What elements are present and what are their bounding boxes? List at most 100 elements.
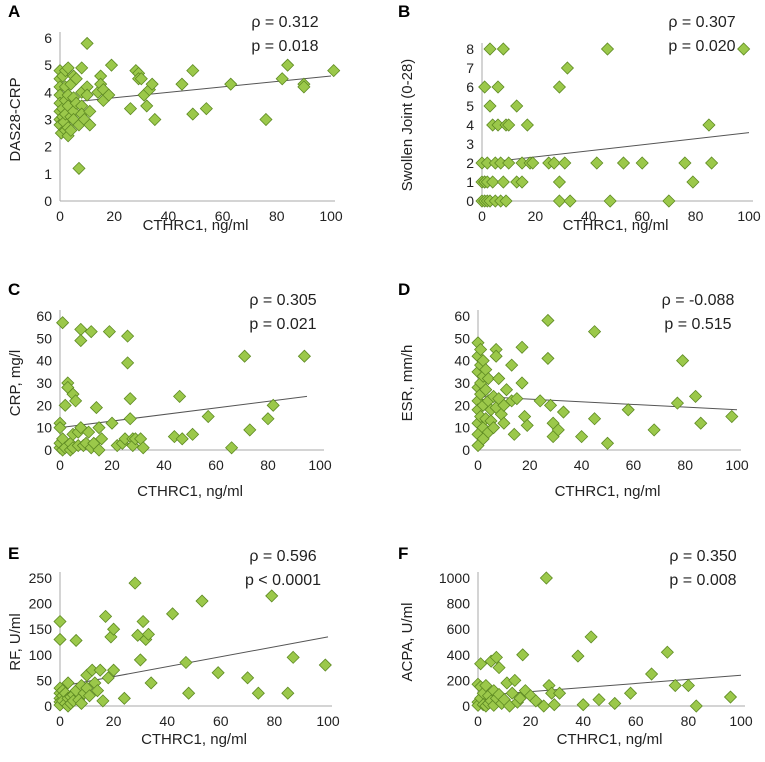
y-tick-label: 6 bbox=[44, 30, 52, 46]
data-point bbox=[526, 156, 540, 170]
data-point bbox=[478, 80, 492, 94]
y-tick-label: 200 bbox=[447, 672, 471, 688]
data-point bbox=[541, 313, 555, 328]
data-point bbox=[104, 58, 119, 72]
data-point bbox=[600, 42, 615, 56]
x-tick-label: 40 bbox=[156, 457, 172, 473]
y-tick-label: 40 bbox=[454, 353, 470, 369]
data-point bbox=[80, 36, 94, 50]
y-tick-label: 0 bbox=[462, 698, 470, 714]
data-point bbox=[238, 349, 252, 363]
panel-e: E 0 50 100 150 200 250 0 20 40 60 80 100 CTHRC1, ng/m… bbox=[7, 544, 340, 748]
data-point bbox=[479, 383, 493, 397]
x-tick-label: 0 bbox=[474, 713, 482, 729]
x-tick-label: 100 bbox=[308, 457, 332, 473]
data-point bbox=[543, 398, 558, 412]
x-axis-label: CTHRC1, ng/ml bbox=[563, 217, 669, 234]
data-point bbox=[492, 661, 506, 675]
data-point bbox=[140, 99, 154, 113]
data-point bbox=[483, 99, 497, 113]
data-point bbox=[186, 107, 200, 121]
data-point bbox=[520, 118, 534, 132]
data-point bbox=[195, 594, 209, 608]
data-point bbox=[61, 676, 75, 690]
x-tick-label: 100 bbox=[729, 713, 753, 729]
data-point bbox=[702, 118, 716, 132]
data-point bbox=[275, 72, 289, 86]
y-axis-label: RF, U/ml bbox=[7, 613, 24, 671]
data-point bbox=[101, 671, 115, 685]
data-point bbox=[676, 354, 690, 368]
data-point bbox=[551, 423, 565, 437]
data-point bbox=[623, 686, 638, 700]
y-tick-label: 60 bbox=[454, 308, 470, 324]
data-point bbox=[510, 392, 524, 406]
p-value-label: p = 0.008 bbox=[669, 572, 736, 589]
x-tick-label: 60 bbox=[208, 457, 224, 473]
data-point bbox=[95, 432, 109, 446]
panel-letter-d: D bbox=[398, 280, 410, 299]
y-tick-label: 50 bbox=[36, 672, 52, 688]
data-point bbox=[592, 693, 606, 707]
y-tick-label: 20 bbox=[36, 397, 52, 413]
data-point bbox=[481, 371, 495, 386]
data-point bbox=[90, 684, 105, 698]
x-axis-label: CTHRC1, ng/ml bbox=[137, 483, 243, 500]
y-tick-label: 3 bbox=[44, 112, 52, 128]
data-point bbox=[502, 156, 516, 170]
data-point bbox=[608, 696, 622, 711]
data-point bbox=[552, 80, 566, 94]
data-point bbox=[492, 371, 506, 386]
data-point bbox=[552, 194, 566, 208]
rho-label: ρ = 0.307 bbox=[668, 14, 735, 31]
p-value-label: p = 0.020 bbox=[668, 38, 735, 55]
y-tick-label: 50 bbox=[36, 330, 52, 346]
data-point bbox=[497, 416, 511, 430]
x-tick-label: 20 bbox=[106, 208, 122, 224]
data-point bbox=[175, 432, 189, 446]
panel-letter-e: E bbox=[8, 544, 19, 563]
x-axis-label: CTHRC1, ng/ml bbox=[557, 731, 663, 748]
data-point bbox=[266, 398, 280, 412]
x-tick-label: 40 bbox=[581, 208, 597, 224]
data-point bbox=[241, 671, 255, 685]
data-point bbox=[558, 156, 572, 170]
y-tick-label: 4 bbox=[466, 117, 474, 133]
data-point bbox=[53, 632, 67, 647]
y-tick-label: 6 bbox=[466, 79, 474, 95]
data-point bbox=[107, 622, 121, 636]
y-tick-label: 0 bbox=[44, 193, 52, 209]
x-tick-label: 60 bbox=[213, 713, 229, 729]
rho-label: ρ = -0.088 bbox=[662, 292, 735, 309]
y-tick-label: 0 bbox=[44, 442, 52, 458]
y-tick-label: 60 bbox=[36, 308, 52, 324]
y-tick-label: 4 bbox=[44, 84, 52, 100]
data-point bbox=[516, 648, 530, 662]
data-point bbox=[69, 633, 83, 648]
data-point bbox=[502, 118, 516, 132]
data-point bbox=[165, 607, 180, 621]
x-tick-label: 40 bbox=[574, 457, 590, 473]
rho-label: ρ = 0.305 bbox=[249, 292, 316, 309]
data-point bbox=[499, 383, 514, 397]
data-point bbox=[83, 104, 97, 118]
data-point bbox=[145, 77, 159, 91]
data-point bbox=[645, 667, 659, 681]
data-point bbox=[725, 409, 739, 424]
x-tick-label: 100 bbox=[725, 457, 749, 473]
x-tick-label: 40 bbox=[159, 713, 175, 729]
y-tick-label: 5 bbox=[466, 98, 474, 114]
data-point bbox=[496, 42, 510, 56]
data-point bbox=[479, 678, 493, 693]
x-tick-label: 80 bbox=[267, 713, 283, 729]
data-point bbox=[571, 649, 585, 663]
data-point bbox=[670, 396, 684, 410]
y-tick-label: 100 bbox=[29, 647, 53, 663]
data-point bbox=[547, 156, 561, 170]
data-point bbox=[261, 412, 275, 426]
data-point bbox=[723, 690, 738, 704]
y-tick-label: 30 bbox=[36, 375, 52, 391]
data-point bbox=[102, 325, 116, 339]
data-point bbox=[327, 64, 341, 78]
